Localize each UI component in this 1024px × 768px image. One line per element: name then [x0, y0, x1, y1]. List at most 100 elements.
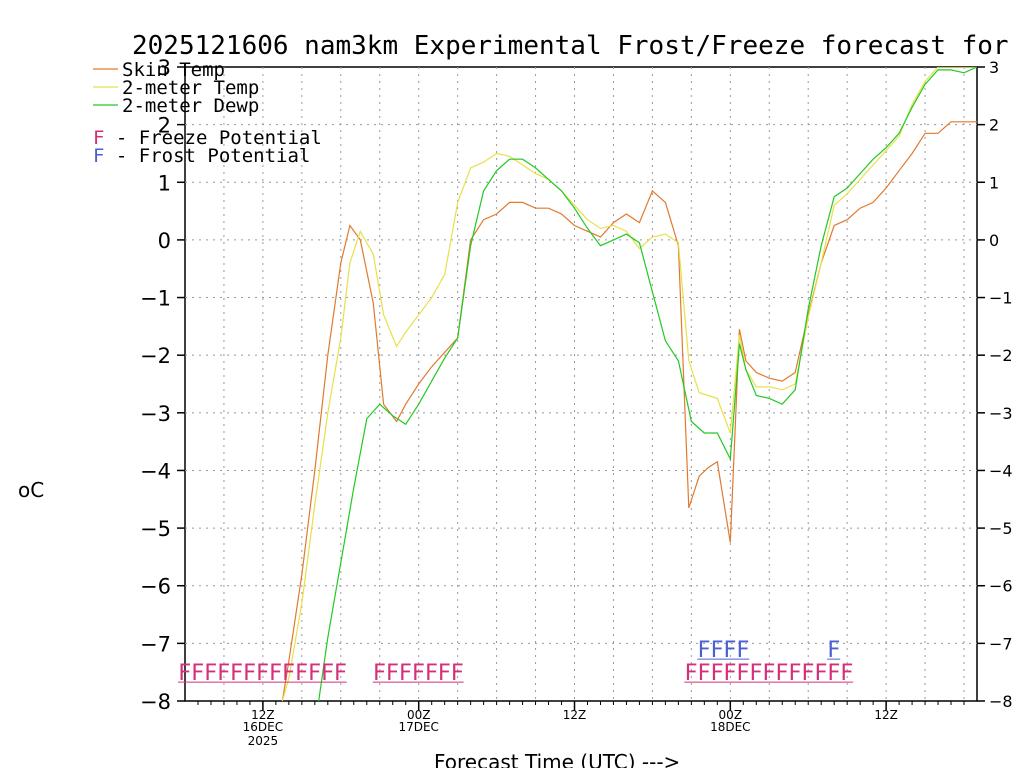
freeze-flag: F: [256, 661, 269, 686]
y-tick-label-left: −8: [140, 690, 171, 714]
legend: Skin Temp 2-meter Temp 2-meter Dewp F - …: [93, 59, 322, 167]
frost-flag: F: [736, 638, 749, 663]
y-tick-label-right: −8: [989, 692, 1013, 711]
freeze-flag: F: [762, 661, 775, 686]
legend-freeze: F - Freeze Potential: [93, 127, 322, 149]
y-axis-left: −8 −7 −6 −5 −4 −3 −2 −1 0 1 2 3: [140, 56, 185, 714]
freeze-flag: F: [308, 661, 321, 686]
frost-flag: F: [697, 638, 710, 663]
y-tick-label-right: 2: [989, 116, 999, 135]
y-tick-label-right: 3: [989, 58, 999, 77]
y-tick-label-left: −5: [140, 517, 171, 541]
y-tick-label-right: 1: [989, 173, 999, 192]
freeze-flag: F: [749, 661, 762, 686]
frost-flag: F: [723, 638, 736, 663]
freeze-flag: F: [827, 661, 840, 686]
freeze-flag: F: [451, 661, 464, 686]
y-tick-label-right: −3: [989, 404, 1013, 423]
freeze-flag: F: [814, 661, 827, 686]
series-group: [281, 67, 977, 701]
freeze-flag: F: [736, 661, 749, 686]
freeze-flag: F: [282, 661, 295, 686]
x-tick-label: 12Z: [874, 708, 898, 722]
legend-freeze-f: F: [93, 127, 104, 149]
frost-flag-group: F: [827, 638, 840, 663]
y-tick-label-right: −7: [989, 634, 1013, 653]
y-axis-label: oC: [18, 478, 44, 502]
freeze-flag: F: [840, 661, 853, 686]
chart-title: 2025121606 nam3km Experimental Frost/Fre…: [132, 31, 1024, 61]
freeze-flag: F: [684, 661, 697, 686]
legend-frost-f: F: [93, 145, 104, 167]
freeze-flag: F: [710, 661, 723, 686]
y-tick-label-left: 2: [158, 114, 171, 138]
y-tick-label-left: −7: [140, 632, 171, 656]
freeze-flag: F: [425, 661, 438, 686]
y-tick-label-right: −1: [989, 289, 1013, 308]
freeze-flag: F: [334, 661, 347, 686]
legend-temp-label: 2-meter Temp: [122, 77, 259, 99]
freeze-flag: F: [243, 661, 256, 686]
legend-frost-label: - Frost Potential: [104, 145, 310, 167]
y-tick-label-left: −4: [140, 459, 171, 483]
frost-flag: F: [827, 638, 840, 663]
freeze-flag: F: [697, 661, 710, 686]
freeze-flag: F: [217, 661, 230, 686]
x-tick-date: 18DEC: [710, 720, 750, 734]
freeze-flag: F: [295, 661, 308, 686]
legend-skin-label: Skin Temp: [122, 59, 225, 81]
series-line-2-meter-dewp: [318, 67, 977, 701]
plot-frame: [184, 66, 978, 702]
x-tick-label: 12Z: [251, 708, 275, 722]
freeze-flag: F: [204, 661, 217, 686]
y-tick-label-right: −4: [989, 461, 1013, 480]
freeze-flag: F: [438, 661, 451, 686]
freeze-flag: F: [373, 661, 386, 686]
y-tick-label-right: −2: [989, 346, 1013, 365]
y-axis-right: −8 −7 −6 −5 −4 −3 −2 −1 0 1 2 3: [977, 58, 1013, 711]
freeze-flag: F: [801, 661, 814, 686]
series-line-skin-temp: [281, 121, 977, 701]
freeze-flag: F: [269, 661, 282, 686]
y-tick-label-left: 3: [158, 56, 171, 80]
x-tick-label: 00Z: [719, 708, 743, 722]
y-tick-label-left: 0: [158, 229, 171, 253]
y-tick-label-left: −3: [140, 402, 171, 426]
freeze-flag: F: [775, 661, 788, 686]
frost-flag: F: [710, 638, 723, 663]
series-line-2-meter-temp: [281, 67, 977, 701]
freeze-flag: F: [412, 661, 425, 686]
legend-freeze-label: - Freeze Potential: [104, 127, 321, 149]
x-tick-date: 16DEC: [243, 720, 283, 734]
potential-flags: F F F F F F F F F F F F F F F F F F F F F F F F F F F F F F F F FF F F F F: [178, 638, 853, 686]
y-tick-label-right: 0: [989, 231, 999, 250]
freeze-flag: F: [230, 661, 243, 686]
legend-dewp-label: 2-meter Dewp: [122, 95, 259, 117]
x-tick-date: 17DEC: [398, 720, 438, 734]
freeze-flag: F: [191, 661, 204, 686]
freeze-flag: F: [321, 661, 334, 686]
freeze-flag: F: [788, 661, 801, 686]
freeze-flag: F: [178, 661, 191, 686]
x-axis-label: Forecast Time (UTC) --->: [434, 750, 680, 768]
y-tick-label-left: −6: [140, 575, 171, 599]
legend-frost: F - Frost Potential: [93, 145, 310, 167]
x-tick-label: 00Z: [407, 708, 431, 722]
grid: [185, 67, 977, 701]
x-tick-label: 12Z: [563, 708, 587, 722]
x-tick-year: 2025: [248, 734, 279, 748]
freeze-flag: F: [723, 661, 736, 686]
y-tick-label-right: −5: [989, 519, 1013, 538]
y-tick-label-left: −1: [140, 287, 171, 311]
y-tick-label-left: −2: [140, 344, 171, 368]
y-tick-label-left: 1: [158, 171, 171, 195]
freeze-flag: F: [386, 661, 399, 686]
y-tick-label-right: −6: [989, 577, 1013, 596]
